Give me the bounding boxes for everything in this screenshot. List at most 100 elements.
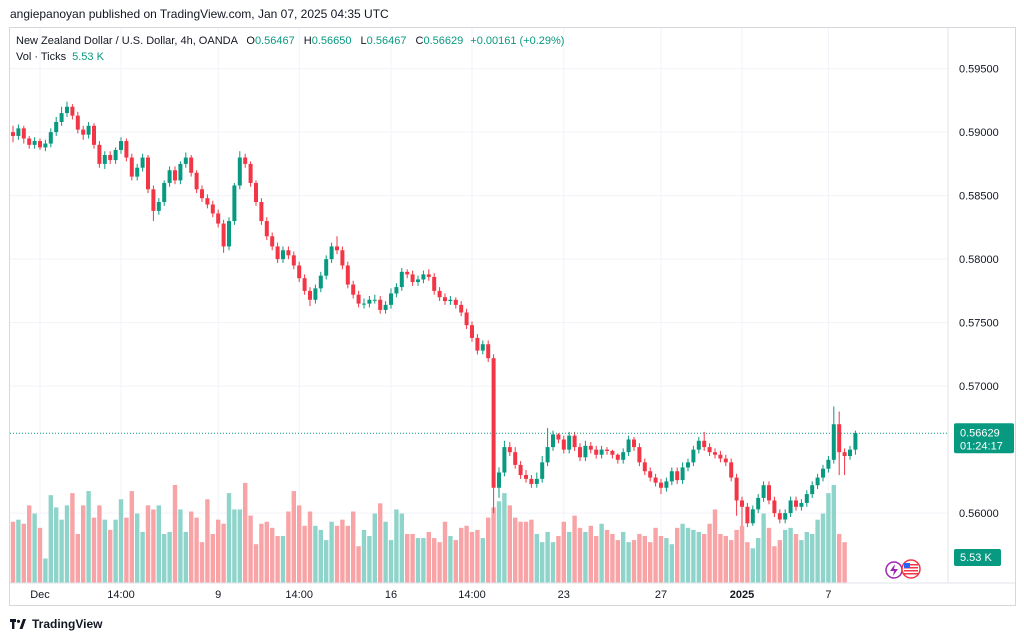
candle-body	[745, 506, 750, 524]
volume-bar	[248, 515, 253, 583]
footer-brand[interactable]: TradingView	[10, 617, 102, 631]
volume-bar	[124, 517, 129, 583]
volume-bar	[178, 509, 183, 583]
time-tick-label: 14:00	[458, 589, 486, 601]
candle-body	[680, 467, 685, 481]
candle-body	[48, 132, 53, 144]
candle-body	[378, 299, 383, 310]
candle-body	[513, 452, 518, 465]
volume-bar	[216, 519, 221, 583]
candle-body	[848, 449, 852, 456]
candle-body	[183, 157, 188, 164]
candle-body	[821, 468, 825, 478]
volume-bar	[453, 540, 458, 583]
candle-body	[448, 299, 453, 302]
candle-body	[540, 462, 545, 479]
symbol-title[interactable]: New Zealand Dollar / U.S. Dollar, 4h, OA…	[16, 35, 238, 47]
candle-body	[453, 299, 458, 305]
volume-bar	[199, 542, 205, 583]
volume-bar	[491, 507, 496, 583]
price-tick-label: 0.59000	[959, 127, 999, 139]
volume-bar	[280, 536, 286, 583]
candle-body	[156, 201, 161, 211]
candle-body	[399, 271, 404, 288]
candle-body	[524, 475, 528, 479]
volume-bar	[518, 521, 523, 583]
candle-body	[502, 447, 507, 473]
volume-bar	[475, 529, 480, 583]
volume-bar	[604, 529, 610, 583]
flag-stripe	[904, 564, 918, 566]
volume-bar	[680, 523, 685, 583]
volume-bar	[345, 525, 350, 583]
time-tick-label: 27	[655, 589, 667, 601]
candle-body	[383, 304, 388, 310]
volume-bar	[108, 529, 113, 583]
volume-bar	[480, 538, 485, 583]
price-tick-label: 0.58000	[959, 254, 999, 266]
candle-body	[65, 106, 69, 114]
candle-body	[237, 157, 242, 186]
close-value: 0.56629	[423, 35, 464, 47]
candle-body	[432, 276, 437, 291]
volume-bar	[631, 540, 637, 583]
candle-body	[151, 189, 156, 211]
time-axis: Dec 14:00 9 14:00 16 14:00 23 27 2025 7	[10, 582, 1015, 601]
candle-body	[615, 454, 620, 460]
candle-body	[707, 447, 712, 453]
candle-body	[426, 274, 431, 277]
candle-body	[297, 265, 302, 279]
volume-bar	[831, 484, 836, 583]
volume-bar	[502, 493, 507, 583]
candle-body	[167, 170, 172, 183]
volume-bar	[842, 542, 847, 583]
volume-bar	[243, 482, 248, 583]
volume-bar	[151, 509, 156, 583]
candle-body	[124, 141, 129, 158]
candle-body	[497, 472, 501, 488]
candle-body	[594, 449, 599, 455]
volume-bar	[286, 511, 291, 583]
candle-body	[135, 167, 140, 177]
volume-bar	[826, 493, 831, 583]
volume-bar	[766, 527, 772, 583]
candle-body	[723, 458, 728, 463]
volume-label[interactable]: Vol · Ticks	[16, 51, 67, 63]
volume-bar	[426, 531, 431, 583]
volume-bar	[172, 484, 178, 583]
volume-bar	[626, 542, 631, 583]
candle-body	[491, 358, 496, 488]
candle-body	[761, 485, 766, 498]
volume-bar	[820, 513, 826, 583]
brand-name: TradingView	[32, 617, 103, 631]
volume-bar	[642, 536, 647, 583]
candle-body	[815, 477, 820, 486]
volume-bar	[734, 529, 739, 583]
volume-bar	[129, 491, 134, 583]
candle-body	[740, 500, 744, 507]
candle-body	[329, 246, 334, 260]
candle-body	[129, 157, 134, 177]
volume-bar	[523, 521, 529, 583]
volume-bar	[48, 495, 53, 583]
volume-bar	[594, 536, 599, 583]
candle-body	[97, 144, 102, 164]
volume-bar	[556, 536, 561, 583]
volume-bar	[685, 527, 691, 583]
candle-body	[642, 462, 647, 472]
volume-bar	[135, 513, 140, 583]
time-tick-label: 14:00	[107, 589, 135, 601]
publisher-line: angiepanoyan published on TradingView.co…	[10, 7, 389, 21]
chart-legend: New Zealand Dollar / U.S. Dollar, 4h, OA…	[16, 33, 564, 65]
candle-body	[232, 185, 237, 222]
time-tick-label: 23	[558, 589, 570, 601]
volume-bar	[81, 505, 86, 583]
candle-body	[556, 434, 561, 440]
volume-bar	[291, 491, 296, 583]
volume-bar	[507, 505, 512, 583]
volume-bar	[145, 505, 151, 583]
volume-bar	[16, 519, 21, 583]
candle-body	[254, 182, 258, 202]
